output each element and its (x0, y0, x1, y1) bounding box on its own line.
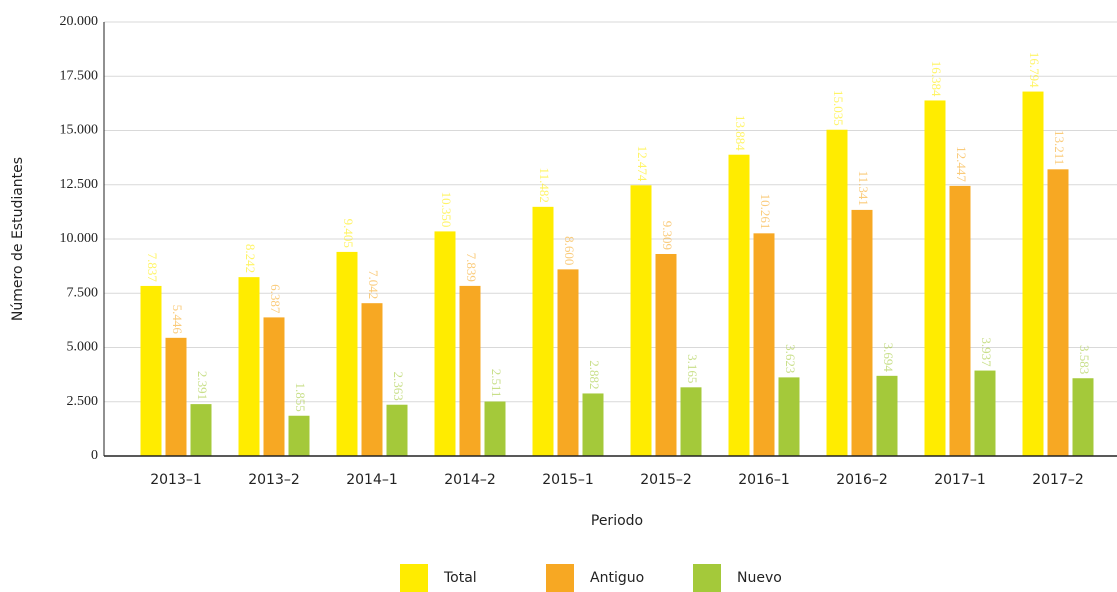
value-label: 3.583 (1077, 345, 1092, 374)
legend-swatch (400, 564, 428, 592)
value-label: 2.882 (587, 360, 602, 389)
bar (140, 285, 162, 456)
value-label: 3.694 (881, 343, 896, 373)
bar (557, 269, 579, 456)
x-tick-label: 2013–2 (248, 472, 300, 488)
value-label: 7.839 (464, 253, 479, 282)
value-label: 9.309 (660, 221, 675, 250)
legend-label: Total (443, 570, 477, 586)
bar (336, 251, 358, 456)
value-label: 12.474 (635, 146, 650, 182)
x-tick-label: 2015–2 (640, 472, 692, 488)
bar (434, 231, 456, 456)
bar (655, 253, 677, 456)
x-tick-label: 2017–1 (934, 472, 986, 488)
bar (288, 415, 310, 456)
y-tick-label: 7.500 (67, 285, 99, 300)
value-label: 8.600 (562, 236, 577, 265)
value-label: 11.341 (856, 171, 871, 206)
x-tick-label: 2017–2 (1032, 472, 1084, 488)
bar (826, 129, 848, 457)
x-tick-label: 2015–1 (542, 472, 594, 488)
bar (924, 100, 946, 457)
legend-swatch (546, 564, 574, 592)
bar (263, 317, 285, 456)
value-label: 7.042 (366, 270, 381, 299)
bar (728, 154, 750, 456)
y-tick-label: 15.000 (60, 123, 99, 138)
bar (1072, 378, 1094, 456)
value-label: 2.391 (195, 371, 210, 400)
value-label: 15.035 (831, 90, 846, 126)
bar (459, 285, 481, 456)
bar (778, 377, 800, 456)
bar (165, 337, 187, 456)
bar (876, 375, 898, 456)
legend-label: Antiguo (590, 570, 644, 586)
bar (851, 209, 873, 456)
bar (532, 206, 554, 456)
y-tick-label: 12.500 (60, 177, 99, 192)
bar (484, 401, 506, 456)
y-tick-label: 2.500 (67, 394, 99, 409)
bar (190, 404, 212, 456)
value-label: 13.884 (733, 115, 748, 151)
x-tick-label: 2014–2 (444, 472, 496, 488)
value-label: 3.937 (979, 337, 994, 367)
value-label: 7.837 (145, 253, 160, 283)
bar (680, 387, 702, 456)
bar (630, 185, 652, 456)
bar (949, 185, 971, 457)
y-tick-label: 17.500 (60, 68, 99, 83)
bar (1022, 91, 1044, 457)
x-tick-label: 2016–2 (836, 472, 888, 488)
y-tick-label: 5.000 (67, 340, 99, 355)
x-tick-label: 2013–1 (150, 472, 202, 488)
x-axis-label: Periodo (591, 513, 643, 529)
bar (1047, 169, 1069, 457)
value-label: 9.405 (341, 219, 356, 248)
bar (238, 277, 260, 456)
value-label: 13.211 (1052, 130, 1067, 165)
bar (974, 370, 996, 456)
x-tick-label: 2016–1 (738, 472, 790, 488)
bar (386, 404, 408, 456)
value-label: 12.447 (954, 146, 969, 182)
bar (753, 233, 775, 456)
value-label: 10.261 (758, 194, 773, 230)
value-label: 8.242 (243, 244, 258, 273)
y-axis-label: Número de Estudiantes (10, 157, 26, 321)
value-label: 3.623 (783, 344, 798, 373)
x-tick-label: 2014–1 (346, 472, 398, 488)
value-label: 11.482 (537, 168, 552, 203)
legend-label: Nuevo (737, 570, 782, 586)
y-tick-label: 20.000 (60, 14, 99, 29)
value-label: 16.384 (929, 61, 944, 97)
bar (361, 303, 383, 456)
y-tick-label: 10.000 (60, 231, 99, 246)
value-label: 10.350 (439, 192, 454, 228)
bar (582, 393, 604, 456)
value-label: 2.511 (489, 369, 504, 398)
y-tick-label: 0 (91, 448, 98, 463)
value-label: 3.165 (685, 354, 700, 383)
value-label: 16.794 (1027, 52, 1042, 88)
value-label: 1.855 (293, 382, 308, 411)
value-label: 6.387 (268, 284, 283, 314)
value-label: 2.363 (391, 371, 406, 400)
legend-swatch (693, 564, 721, 592)
value-label: 5.446 (170, 305, 185, 335)
